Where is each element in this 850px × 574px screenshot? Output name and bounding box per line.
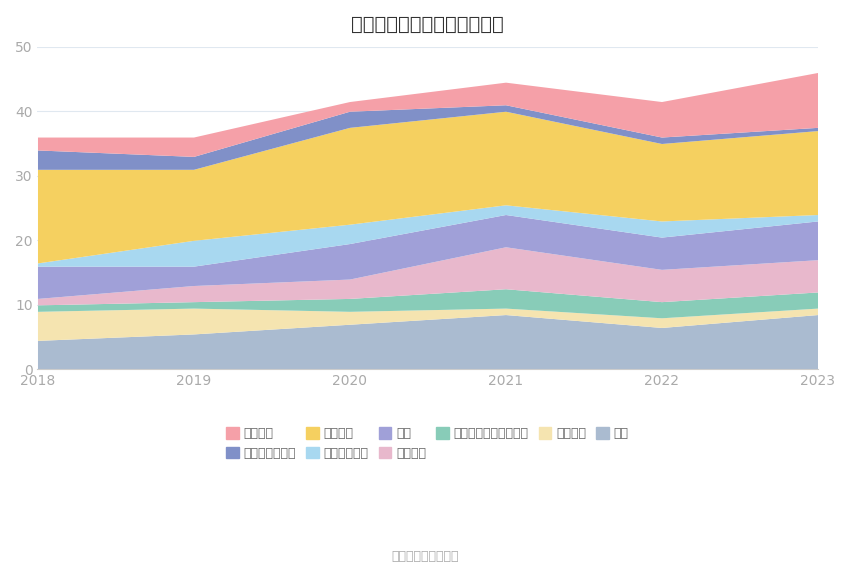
Legend: 货币资金, 交易性金融资产, 应收账款, 应收款项融资, 存货, 合同资产, 其他权益工具投资合计, 固定资产, 其它: 货币资金, 交易性金融资产, 应收账款, 应收款项融资, 存货, 合同资产, 其… bbox=[226, 427, 629, 460]
Text: 数据来源：恒生聚源: 数据来源：恒生聚源 bbox=[391, 550, 459, 563]
Title: 历年主要资产堆积图（亿元）: 历年主要资产堆积图（亿元） bbox=[351, 15, 504, 34]
